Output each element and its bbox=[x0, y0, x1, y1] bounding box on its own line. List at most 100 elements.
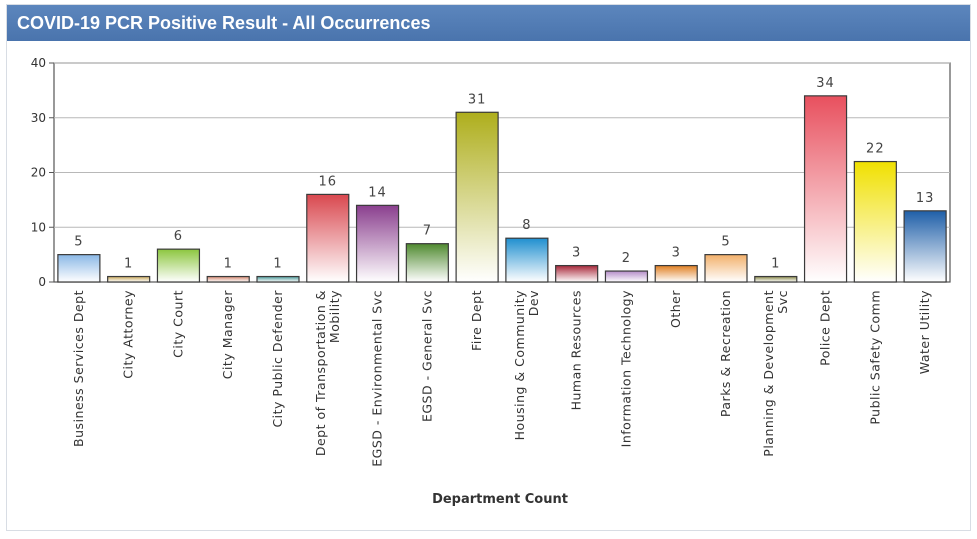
bar bbox=[654, 264, 698, 283]
x-tick-label-line: Housing & Community bbox=[512, 290, 527, 440]
y-tick-label: 40 bbox=[31, 56, 46, 70]
bar bbox=[853, 160, 897, 283]
x-tick-label: Business Services Dept bbox=[71, 290, 86, 447]
x-tick-label: City Court bbox=[170, 290, 185, 358]
x-tick-label: Fire Dept bbox=[469, 290, 484, 351]
y-tick-label: 20 bbox=[31, 166, 46, 180]
x-tick-label-text: Housing & CommunityDev bbox=[512, 290, 541, 440]
bar bbox=[306, 193, 350, 283]
bar bbox=[803, 95, 848, 283]
x-tick-label-line: Water Utility bbox=[917, 290, 932, 374]
x-tick-label: Dept of Transportation &Mobility bbox=[313, 290, 342, 456]
x-tick-label-text: City Manager bbox=[220, 290, 235, 380]
data-label: 6 bbox=[174, 229, 183, 244]
x-tick-label-line: City Attorney bbox=[121, 290, 136, 379]
bar bbox=[455, 111, 499, 283]
x-tick-label-text: Information Technology bbox=[618, 290, 633, 447]
data-label: 1 bbox=[224, 257, 233, 272]
bar bbox=[555, 264, 599, 283]
x-axis-title: Department Count bbox=[432, 492, 568, 507]
x-tick-label-line: Human Resources bbox=[569, 290, 584, 410]
x-tick-label-text: EGSD - Environmental Svc bbox=[370, 290, 385, 467]
x-tick-label-line: Fire Dept bbox=[469, 290, 484, 351]
x-tick-label-text: City Court bbox=[170, 290, 185, 358]
x-tick-label-line: Business Services Dept bbox=[71, 290, 86, 447]
data-label: 3 bbox=[572, 246, 581, 261]
data-label: 34 bbox=[816, 76, 835, 91]
bar bbox=[405, 243, 449, 283]
x-tick-label-text: Human Resources bbox=[569, 290, 584, 410]
x-tick-label: Information Technology bbox=[618, 290, 633, 447]
x-tick-label-line: Planning & Development bbox=[761, 290, 776, 457]
x-tick-label-text: EGSD - General Svc bbox=[419, 290, 434, 422]
x-tick-label-line: Mobility bbox=[327, 290, 342, 343]
x-tick-label-line: Svc bbox=[775, 290, 790, 314]
x-tick-label-line: EGSD - Environmental Svc bbox=[370, 290, 385, 467]
bar bbox=[903, 210, 947, 283]
data-label: 7 bbox=[423, 224, 432, 239]
x-tick-label-text: City Public Defender bbox=[270, 290, 285, 428]
data-label: 13 bbox=[916, 191, 935, 206]
x-tick-label: Parks & Recreation bbox=[718, 290, 733, 417]
chart-title: COVID-19 PCR Positive Result - All Occur… bbox=[7, 5, 970, 41]
data-label: 8 bbox=[522, 218, 531, 233]
bar bbox=[256, 275, 300, 283]
x-tick-label-line: EGSD - General Svc bbox=[419, 290, 434, 422]
y-tick-label: 0 bbox=[38, 275, 46, 289]
data-label: 2 bbox=[622, 251, 631, 266]
bar bbox=[206, 275, 250, 283]
data-label: 22 bbox=[866, 142, 885, 157]
x-tick-label-text: City Attorney bbox=[121, 290, 136, 379]
data-label: 1 bbox=[273, 257, 282, 272]
x-tick-label: Police Dept bbox=[818, 290, 833, 366]
data-label: 31 bbox=[468, 92, 487, 107]
bar bbox=[505, 237, 549, 283]
data-label: 14 bbox=[368, 185, 387, 200]
data-label: 1 bbox=[124, 257, 133, 272]
x-tick-label: EGSD - Environmental Svc bbox=[370, 290, 385, 467]
x-tick-label: Human Resources bbox=[569, 290, 584, 410]
x-tick-label: Water Utility bbox=[917, 290, 932, 374]
x-tick-label-line: City Public Defender bbox=[270, 290, 285, 428]
data-label: 5 bbox=[74, 235, 83, 250]
x-tick-label-line: Parks & Recreation bbox=[718, 290, 733, 417]
x-tick-label-line: Information Technology bbox=[618, 290, 633, 447]
x-tick-label-line: Dev bbox=[526, 290, 541, 316]
x-tick-label: City Manager bbox=[220, 290, 235, 380]
x-tick-label: City Attorney bbox=[121, 290, 136, 379]
x-tick-label-text: Fire Dept bbox=[469, 290, 484, 351]
x-tick-label-text: Business Services Dept bbox=[71, 290, 86, 447]
x-tick-label-text: Parks & Recreation bbox=[718, 290, 733, 417]
x-tick-label-text: Public Safety Comm bbox=[867, 290, 882, 425]
data-label: 16 bbox=[319, 174, 338, 189]
x-tick-label-line: City Manager bbox=[220, 290, 235, 380]
x-tick-label-text: Dept of Transportation &Mobility bbox=[313, 290, 342, 456]
bar bbox=[604, 270, 649, 283]
x-tick-label-line: Police Dept bbox=[818, 290, 833, 366]
bar bbox=[754, 275, 798, 283]
x-tick-label-text: Water Utility bbox=[917, 290, 932, 374]
x-tick-label-line: Public Safety Comm bbox=[867, 290, 882, 425]
x-tick-label: Public Safety Comm bbox=[867, 290, 882, 425]
x-tick-label: Other bbox=[668, 290, 683, 328]
x-tick-label-line: Other bbox=[668, 290, 683, 328]
x-tick-label: Planning & DevelopmentSvc bbox=[761, 290, 790, 457]
data-label: 1 bbox=[771, 257, 780, 272]
x-tick-label: Housing & CommunityDev bbox=[512, 290, 541, 440]
x-tick-label-text: Police Dept bbox=[818, 290, 833, 366]
x-tick-label-line: City Court bbox=[170, 290, 185, 358]
x-tick-label-text: Other bbox=[668, 290, 683, 328]
y-tick-label: 30 bbox=[31, 111, 46, 125]
bar bbox=[704, 254, 748, 283]
x-tick-label: EGSD - General Svc bbox=[419, 290, 434, 422]
bar bbox=[156, 248, 201, 283]
y-tick-label: 10 bbox=[31, 220, 46, 234]
x-tick-label-line: Dept of Transportation & bbox=[313, 290, 328, 456]
x-tick-label-text: Planning & DevelopmentSvc bbox=[761, 290, 790, 457]
bar bbox=[107, 275, 151, 283]
data-label: 5 bbox=[721, 235, 730, 250]
bar bbox=[355, 204, 400, 283]
bar bbox=[57, 254, 101, 283]
x-tick-label: City Public Defender bbox=[270, 290, 285, 428]
